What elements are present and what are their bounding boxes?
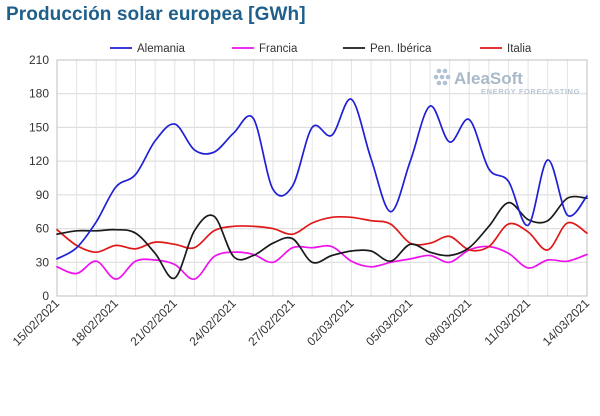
x-tick-label: 27/02/2021 [245, 296, 298, 349]
x-tick-label: 08/03/2021 [422, 296, 475, 349]
y-tick-label: 210 [29, 53, 49, 67]
series-lines [56, 98, 588, 280]
y-tick-label: 120 [29, 154, 49, 168]
watermark-tagline: ENERGY FORECASTING [481, 87, 580, 96]
y-tick-label: 150 [29, 120, 49, 134]
x-tick-label: 02/03/2021 [304, 296, 357, 349]
watermark-brand: AleaSoft [454, 69, 523, 88]
x-tick-label: 24/02/2021 [186, 296, 239, 349]
legend-label-pen-iberica: Pen. Ibérica [370, 43, 432, 55]
plot-frame [56, 59, 588, 297]
y-tick-label: 0 [42, 289, 49, 303]
x-tick-label: 14/03/2021 [540, 296, 593, 349]
series-line-italia [56, 215, 588, 254]
series-line-pen-iberica [56, 195, 588, 280]
legend-label-francia: Francia [259, 43, 298, 55]
series-line-alemania [56, 98, 588, 260]
legend: Alemania Francia Pen. Ibérica Italia [110, 43, 532, 55]
legend-label-alemania: Alemania [137, 43, 186, 55]
aleasoft-watermark: AleaSoft ENERGY FORECASTING [433, 68, 580, 96]
gridlines [56, 59, 588, 297]
x-tick-label: 18/02/2021 [69, 296, 122, 349]
x-tick-label: 15/02/2021 [10, 296, 63, 349]
x-tick-label: 21/02/2021 [128, 296, 181, 349]
aleasoft-logo-icon [433, 68, 451, 86]
x-tick-label: 11/03/2021 [481, 296, 533, 348]
y-tick-label: 60 [36, 222, 50, 236]
x-tick-label: 05/03/2021 [363, 296, 416, 349]
series-line-francia [56, 244, 588, 280]
y-tick-label: 30 [36, 255, 50, 269]
y-tick-label: 180 [29, 87, 49, 101]
legend-label-italia: Italia [507, 43, 532, 55]
y-tick-label: 90 [36, 188, 50, 202]
chart-title: Producción solar europea [GWh] [6, 4, 306, 25]
